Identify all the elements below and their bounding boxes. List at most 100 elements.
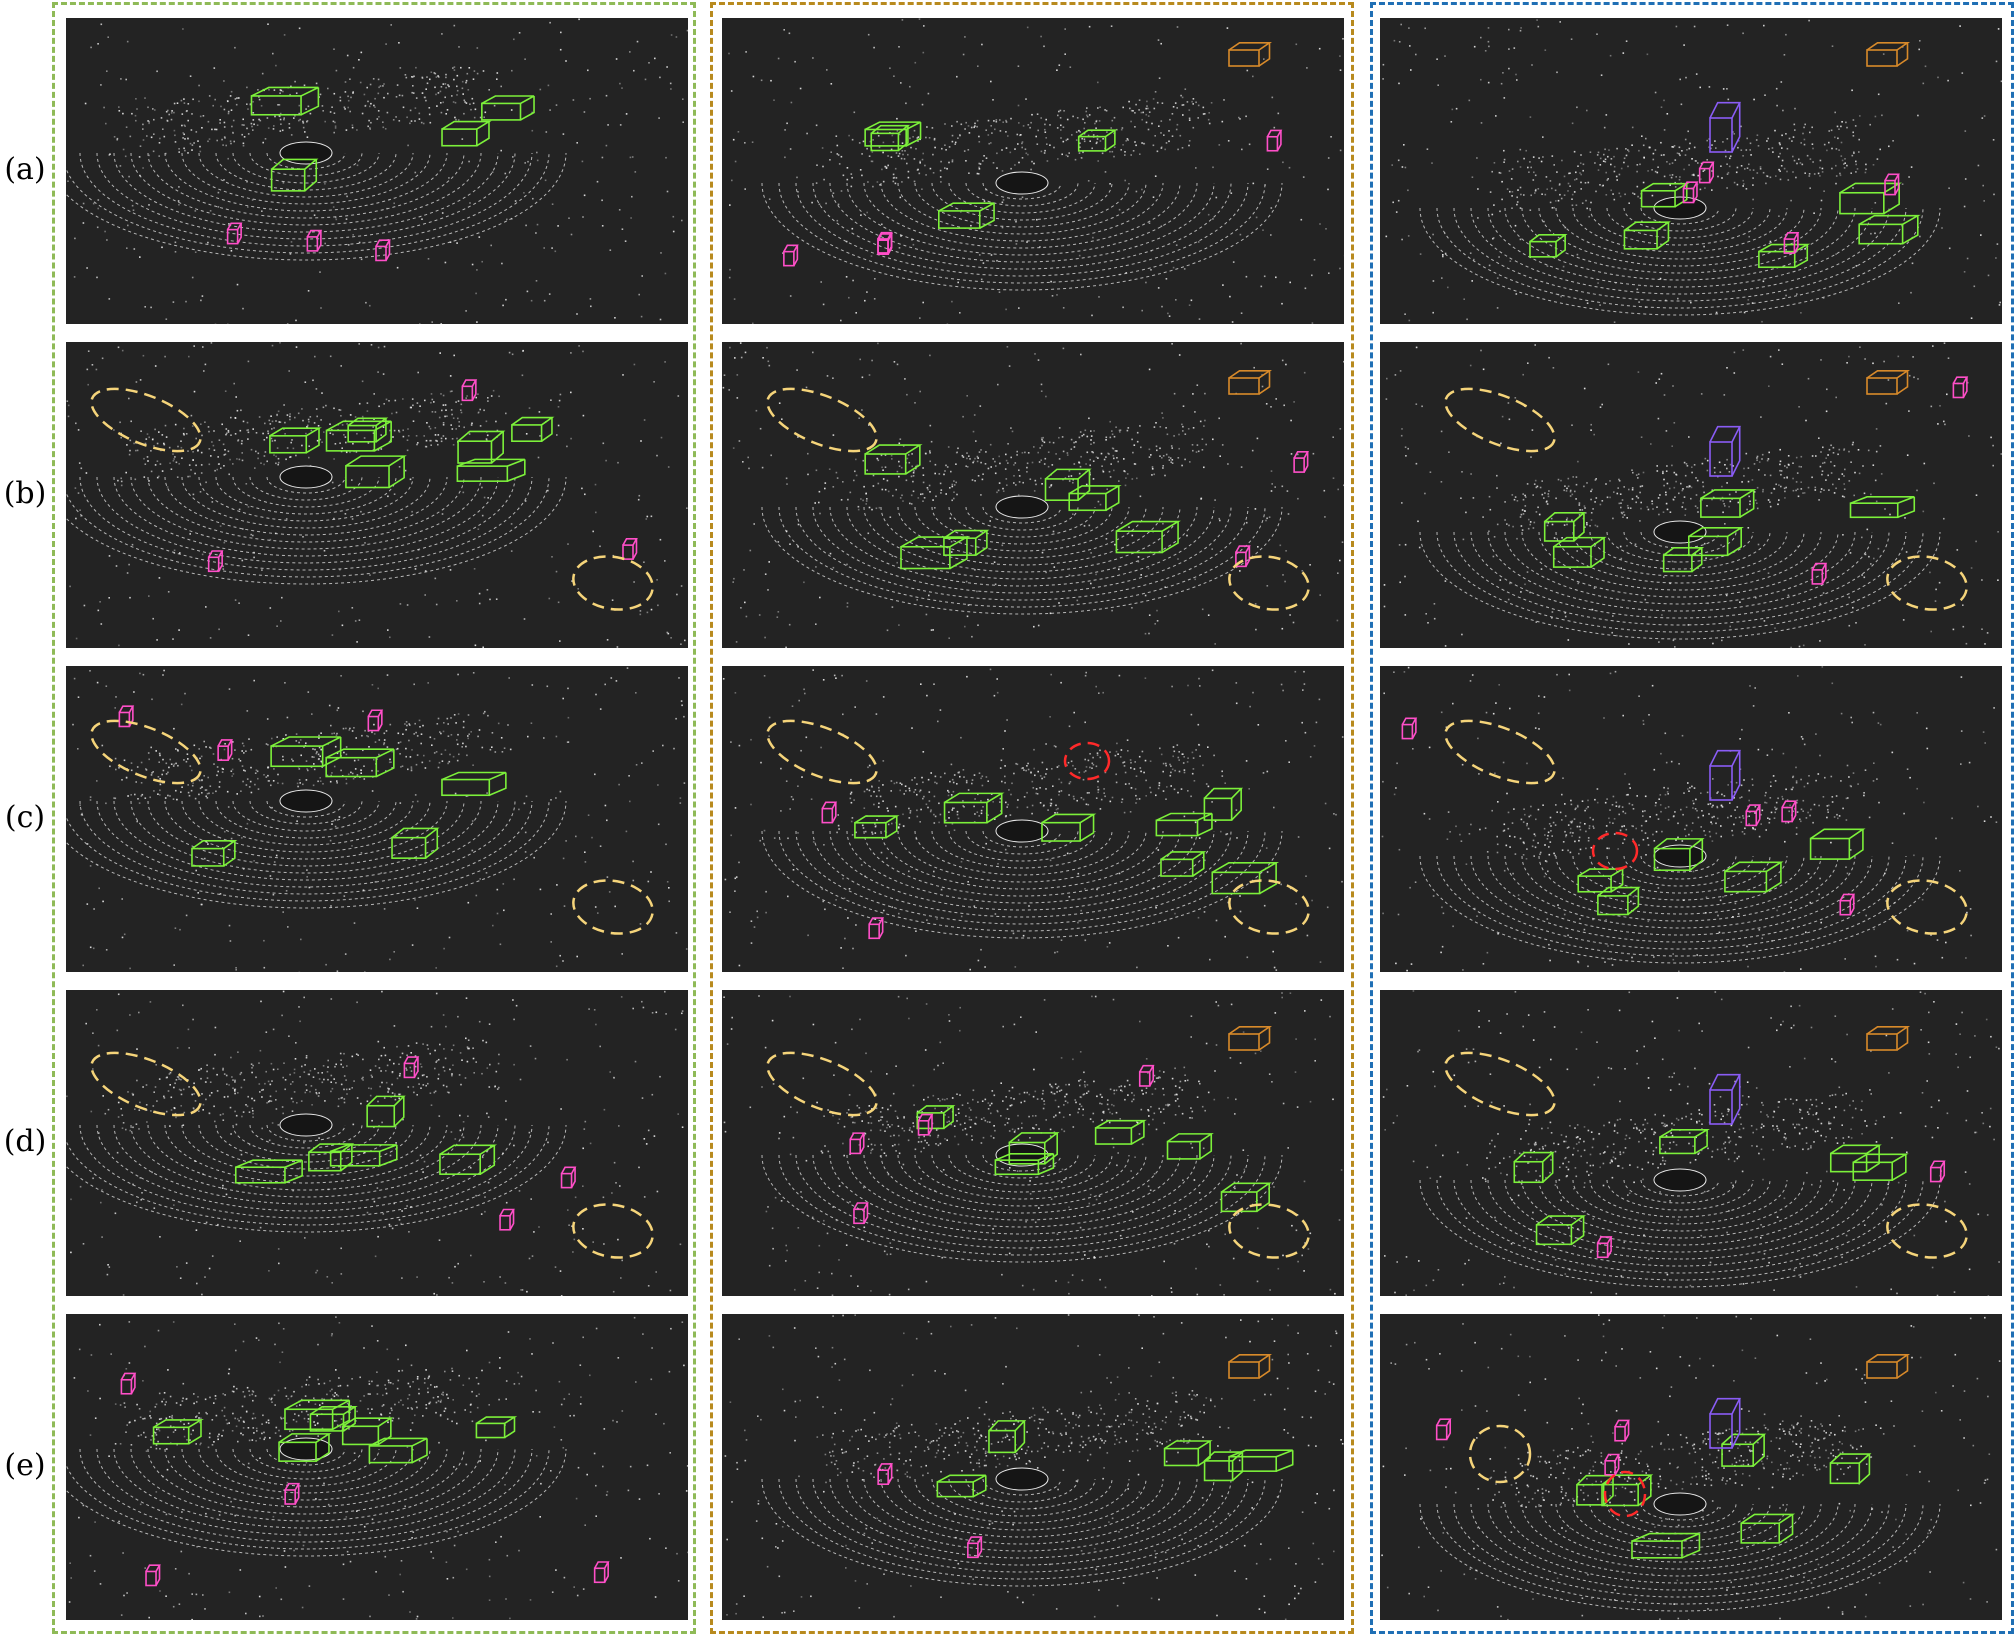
scatter-points [724, 1314, 1344, 1620]
panel-row2-col2 [722, 342, 1344, 648]
car-bounding-box [475, 1416, 518, 1439]
ego-vehicle [279, 465, 333, 489]
car-bounding-box [1211, 862, 1280, 895]
row-label-e: (e) [4, 1448, 46, 1483]
van-bounding-box [1709, 101, 1741, 153]
point-cloud-view [66, 667, 688, 972]
ego-vehicle [995, 1467, 1049, 1491]
pedestrian-bounding-box [1884, 173, 1900, 196]
car-bounding-box [441, 771, 507, 797]
group-frame-middle [710, 2, 1354, 1634]
pedestrian-bounding-box [1698, 161, 1715, 184]
car-bounding-box [391, 827, 440, 859]
scatter-points [72, 667, 688, 972]
pedestrian-bounding-box [1596, 1236, 1613, 1259]
car-bounding-box [1543, 512, 1587, 542]
scatter-points [66, 990, 684, 1296]
pedestrian-bounding-box [1929, 1160, 1946, 1183]
pedestrian-bounding-box [560, 1166, 577, 1189]
point-cloud-view [1382, 19, 2002, 323]
ego-vehicle [995, 171, 1049, 195]
car-bounding-box [938, 202, 995, 229]
car-bounding-box [1068, 485, 1122, 512]
highlight-ellipse [1468, 1424, 1532, 1484]
car-bounding-box [481, 95, 535, 121]
highlight-ellipse [90, 719, 202, 785]
panel-row3-col2 [722, 666, 1344, 972]
lidar-rings [1419, 1503, 1941, 1612]
panel-row4-col1 [66, 990, 688, 1296]
car-bounding-box [1829, 1144, 1882, 1173]
car-bounding-box [457, 430, 506, 464]
pedestrian-bounding-box [1783, 231, 1800, 254]
ego-vehicle [995, 495, 1049, 519]
car-bounding-box [1077, 129, 1118, 152]
lidar-rings [66, 476, 567, 585]
car-bounding-box [1115, 520, 1181, 554]
ego-vehicle [1653, 196, 1707, 220]
truck-bounding-box [1228, 369, 1273, 395]
pedestrian-bounding-box [1401, 717, 1418, 740]
point-cloud-view [723, 992, 1343, 1296]
car-bounding-box [1228, 1449, 1294, 1472]
pedestrian-bounding-box [461, 379, 478, 402]
highlight-ellipse [766, 387, 878, 453]
car-bounding-box [1721, 1433, 1767, 1467]
pedestrian-bounding-box [877, 1463, 894, 1486]
highlight-ellipse [90, 387, 202, 453]
lidar-rings [761, 182, 1283, 291]
scatter-points [1383, 342, 2002, 648]
car-bounding-box [1852, 1153, 1909, 1181]
scatter-points [722, 342, 1344, 648]
car-bounding-box [325, 748, 395, 778]
highlight-ellipse [766, 1051, 878, 1117]
pedestrian-bounding-box [917, 1113, 934, 1136]
highlight-ellipse [572, 1203, 654, 1259]
pedestrian-bounding-box [145, 1564, 161, 1587]
panel-row1-col3 [1380, 18, 2002, 324]
point-cloud-view [66, 990, 684, 1296]
car-bounding-box [329, 1144, 398, 1167]
row-label-c: (c) [4, 800, 46, 835]
car-bounding-box [1041, 813, 1097, 842]
pedestrian-bounding-box [284, 1482, 301, 1505]
point-cloud-view [722, 668, 1344, 971]
pedestrian-bounding-box [967, 1536, 983, 1559]
lidar-rings [761, 1154, 1283, 1263]
highlight-ellipse [766, 719, 878, 785]
car-bounding-box [1535, 1215, 1587, 1246]
scatter-points [1382, 990, 2000, 1296]
pedestrian-bounding-box [868, 917, 885, 940]
truck-bounding-box [1866, 1025, 1911, 1051]
pedestrian-bounding-box [367, 709, 384, 732]
group-frame-left [52, 2, 696, 1634]
car-bounding-box [870, 124, 911, 152]
row-label-d: (d) [3, 1124, 47, 1159]
car-bounding-box [1623, 221, 1671, 250]
truck-bounding-box [1228, 41, 1273, 67]
truck-bounding-box [1866, 1353, 1911, 1379]
panel-row3-col3 [1380, 666, 2002, 972]
car-bounding-box [943, 529, 990, 556]
lidar-rings [1419, 531, 1941, 640]
pedestrian-bounding-box [403, 1056, 420, 1079]
car-bounding-box [270, 736, 342, 768]
highlight-ellipse [572, 555, 654, 611]
ego-vehicle [1653, 1492, 1707, 1516]
lidar-rings [66, 152, 567, 261]
pedestrian-bounding-box [849, 1132, 866, 1155]
car-bounding-box [1631, 1532, 1701, 1559]
highlight-ellipse [1228, 555, 1310, 611]
pedestrian-bounding-box [1952, 376, 1969, 399]
lidar-rings [66, 800, 567, 909]
car-bounding-box [341, 1417, 394, 1446]
car-bounding-box [1809, 828, 1866, 860]
van-bounding-box [1709, 1073, 1741, 1125]
ego-vehicle [1653, 1168, 1707, 1192]
pedestrian-bounding-box [1781, 800, 1797, 823]
panel-row2-col1 [66, 342, 688, 648]
car-bounding-box [269, 427, 322, 454]
car-bounding-box [1577, 868, 1626, 893]
scatter-points [722, 668, 1344, 971]
highlight-ellipse [1228, 879, 1310, 935]
